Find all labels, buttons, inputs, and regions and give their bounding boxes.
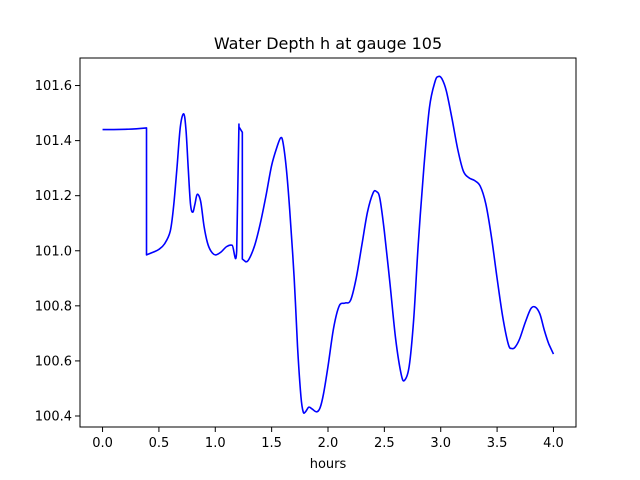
- series-line: [102, 75, 555, 414]
- x-tick-label: 2.5: [374, 436, 395, 451]
- x-tick-label: 4.0: [543, 436, 564, 451]
- x-tick-label: 0.5: [149, 436, 170, 451]
- y-tick-label: 100.6: [35, 354, 72, 369]
- x-tick-label: 3.5: [487, 436, 508, 451]
- y-axis: 100.4 100.6 100.8 101.0 101.2 101.4 101.6: [35, 79, 80, 424]
- x-tick-label: 2.0: [318, 436, 339, 451]
- chart-title: Water Depth h at gauge 105: [214, 34, 442, 53]
- y-tick-label: 101.6: [35, 79, 72, 94]
- y-tick-label: 100.8: [35, 299, 72, 314]
- y-tick-label: 101.2: [35, 189, 72, 204]
- y-tick-label: 101.4: [35, 134, 72, 149]
- x-axis: 0.0 0.5 1.0 1.5 2.0 2.5 3.0 3.5 4.0: [92, 427, 564, 451]
- x-tick-label: 1.0: [205, 436, 226, 451]
- y-tick-label: 100.4: [35, 409, 72, 424]
- x-axis-label: hours: [310, 457, 347, 472]
- x-tick-label: 0.0: [92, 436, 113, 451]
- axes-frame: [79, 57, 577, 428]
- x-tick-label: 1.5: [261, 436, 282, 451]
- plot-area: [102, 75, 555, 414]
- y-tick-label: 101.0: [35, 244, 72, 259]
- x-tick-label: 3.0: [430, 436, 451, 451]
